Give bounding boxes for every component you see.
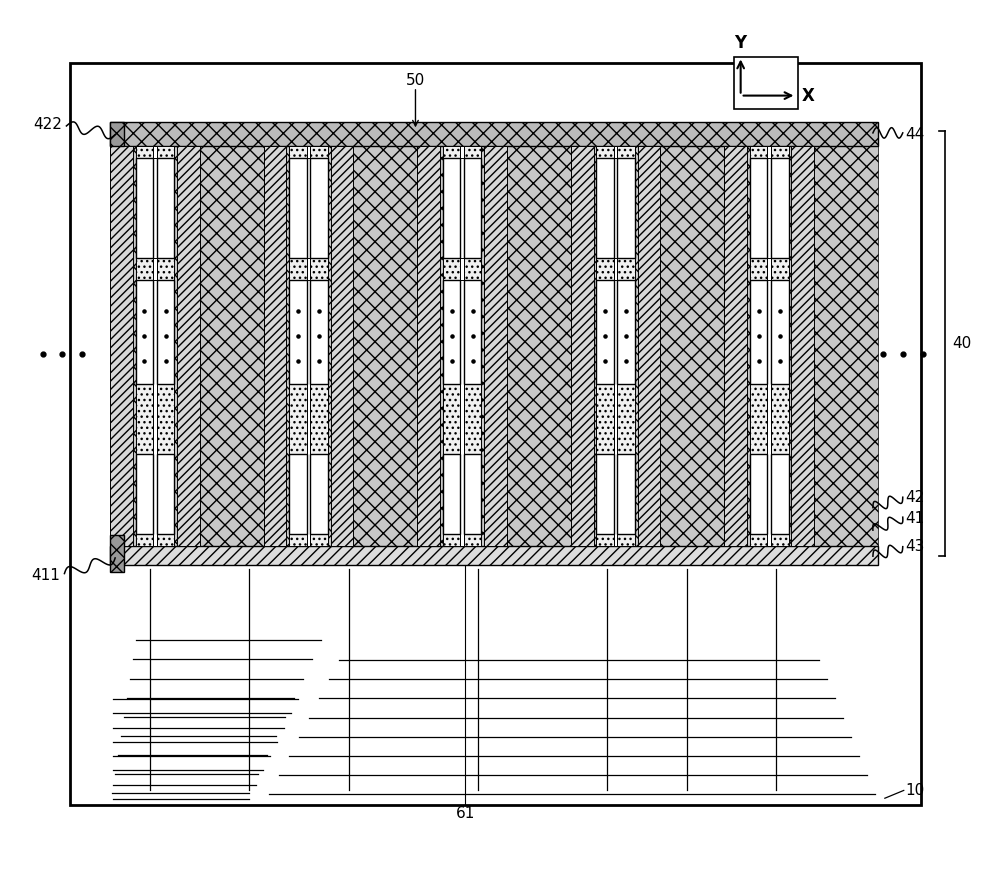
Bar	[734, 57, 798, 108]
Bar	[157, 146, 174, 546]
Bar	[750, 280, 767, 384]
Bar	[771, 158, 789, 258]
Bar	[331, 146, 353, 546]
Bar	[110, 121, 878, 146]
Bar	[110, 146, 264, 546]
Text: Y: Y	[735, 34, 747, 52]
Bar	[638, 146, 660, 546]
Text: 10: 10	[906, 783, 925, 798]
Bar	[771, 454, 789, 533]
Bar	[771, 146, 789, 546]
Bar	[310, 146, 328, 546]
Bar	[771, 280, 789, 384]
Text: 44: 44	[906, 127, 925, 142]
Bar	[443, 454, 460, 533]
Bar	[177, 146, 200, 546]
Bar	[484, 146, 507, 546]
Bar	[460, 146, 464, 546]
Bar	[724, 146, 878, 546]
Bar	[617, 158, 635, 258]
Bar	[464, 158, 481, 258]
Bar	[136, 146, 153, 546]
Bar	[767, 146, 771, 546]
Bar	[614, 146, 617, 546]
Bar	[157, 280, 174, 384]
Bar	[464, 454, 481, 533]
Bar	[443, 280, 460, 384]
Text: 422: 422	[34, 117, 62, 132]
Bar	[110, 535, 124, 572]
Bar	[750, 158, 767, 258]
Text: 411: 411	[32, 567, 60, 583]
Bar	[136, 280, 153, 384]
Bar	[596, 146, 614, 546]
Text: 40: 40	[952, 336, 972, 351]
Bar	[417, 146, 440, 546]
Bar	[264, 146, 286, 546]
Bar	[264, 146, 417, 546]
Bar	[464, 146, 481, 546]
Bar	[596, 158, 614, 258]
Bar	[110, 546, 878, 565]
Bar	[571, 146, 594, 546]
Bar	[110, 146, 133, 546]
Bar	[417, 146, 571, 546]
Bar	[571, 146, 724, 546]
Bar	[289, 146, 307, 546]
Bar	[157, 158, 174, 258]
Text: 61: 61	[456, 807, 475, 821]
Bar	[289, 454, 307, 533]
Bar	[289, 158, 307, 258]
Bar	[310, 158, 328, 258]
Bar	[750, 146, 767, 546]
Bar	[310, 454, 328, 533]
Bar	[617, 454, 635, 533]
Bar	[153, 146, 157, 546]
Bar	[136, 158, 153, 258]
Text: 50: 50	[406, 73, 425, 88]
Bar	[70, 64, 921, 805]
Bar	[617, 280, 635, 384]
Bar	[110, 121, 124, 146]
Text: 43: 43	[906, 540, 925, 554]
Bar	[443, 146, 460, 546]
Text: X: X	[801, 86, 814, 105]
Bar	[596, 454, 614, 533]
Text: 41: 41	[906, 512, 925, 526]
Bar	[724, 146, 747, 546]
Bar	[617, 146, 635, 546]
Bar	[464, 280, 481, 384]
Bar	[750, 454, 767, 533]
Bar	[157, 454, 174, 533]
Bar	[307, 146, 310, 546]
Bar	[791, 146, 814, 546]
Text: 42: 42	[906, 490, 925, 505]
Bar	[443, 158, 460, 258]
Bar	[136, 454, 153, 533]
Bar	[310, 280, 328, 384]
Bar	[289, 280, 307, 384]
Bar	[596, 280, 614, 384]
